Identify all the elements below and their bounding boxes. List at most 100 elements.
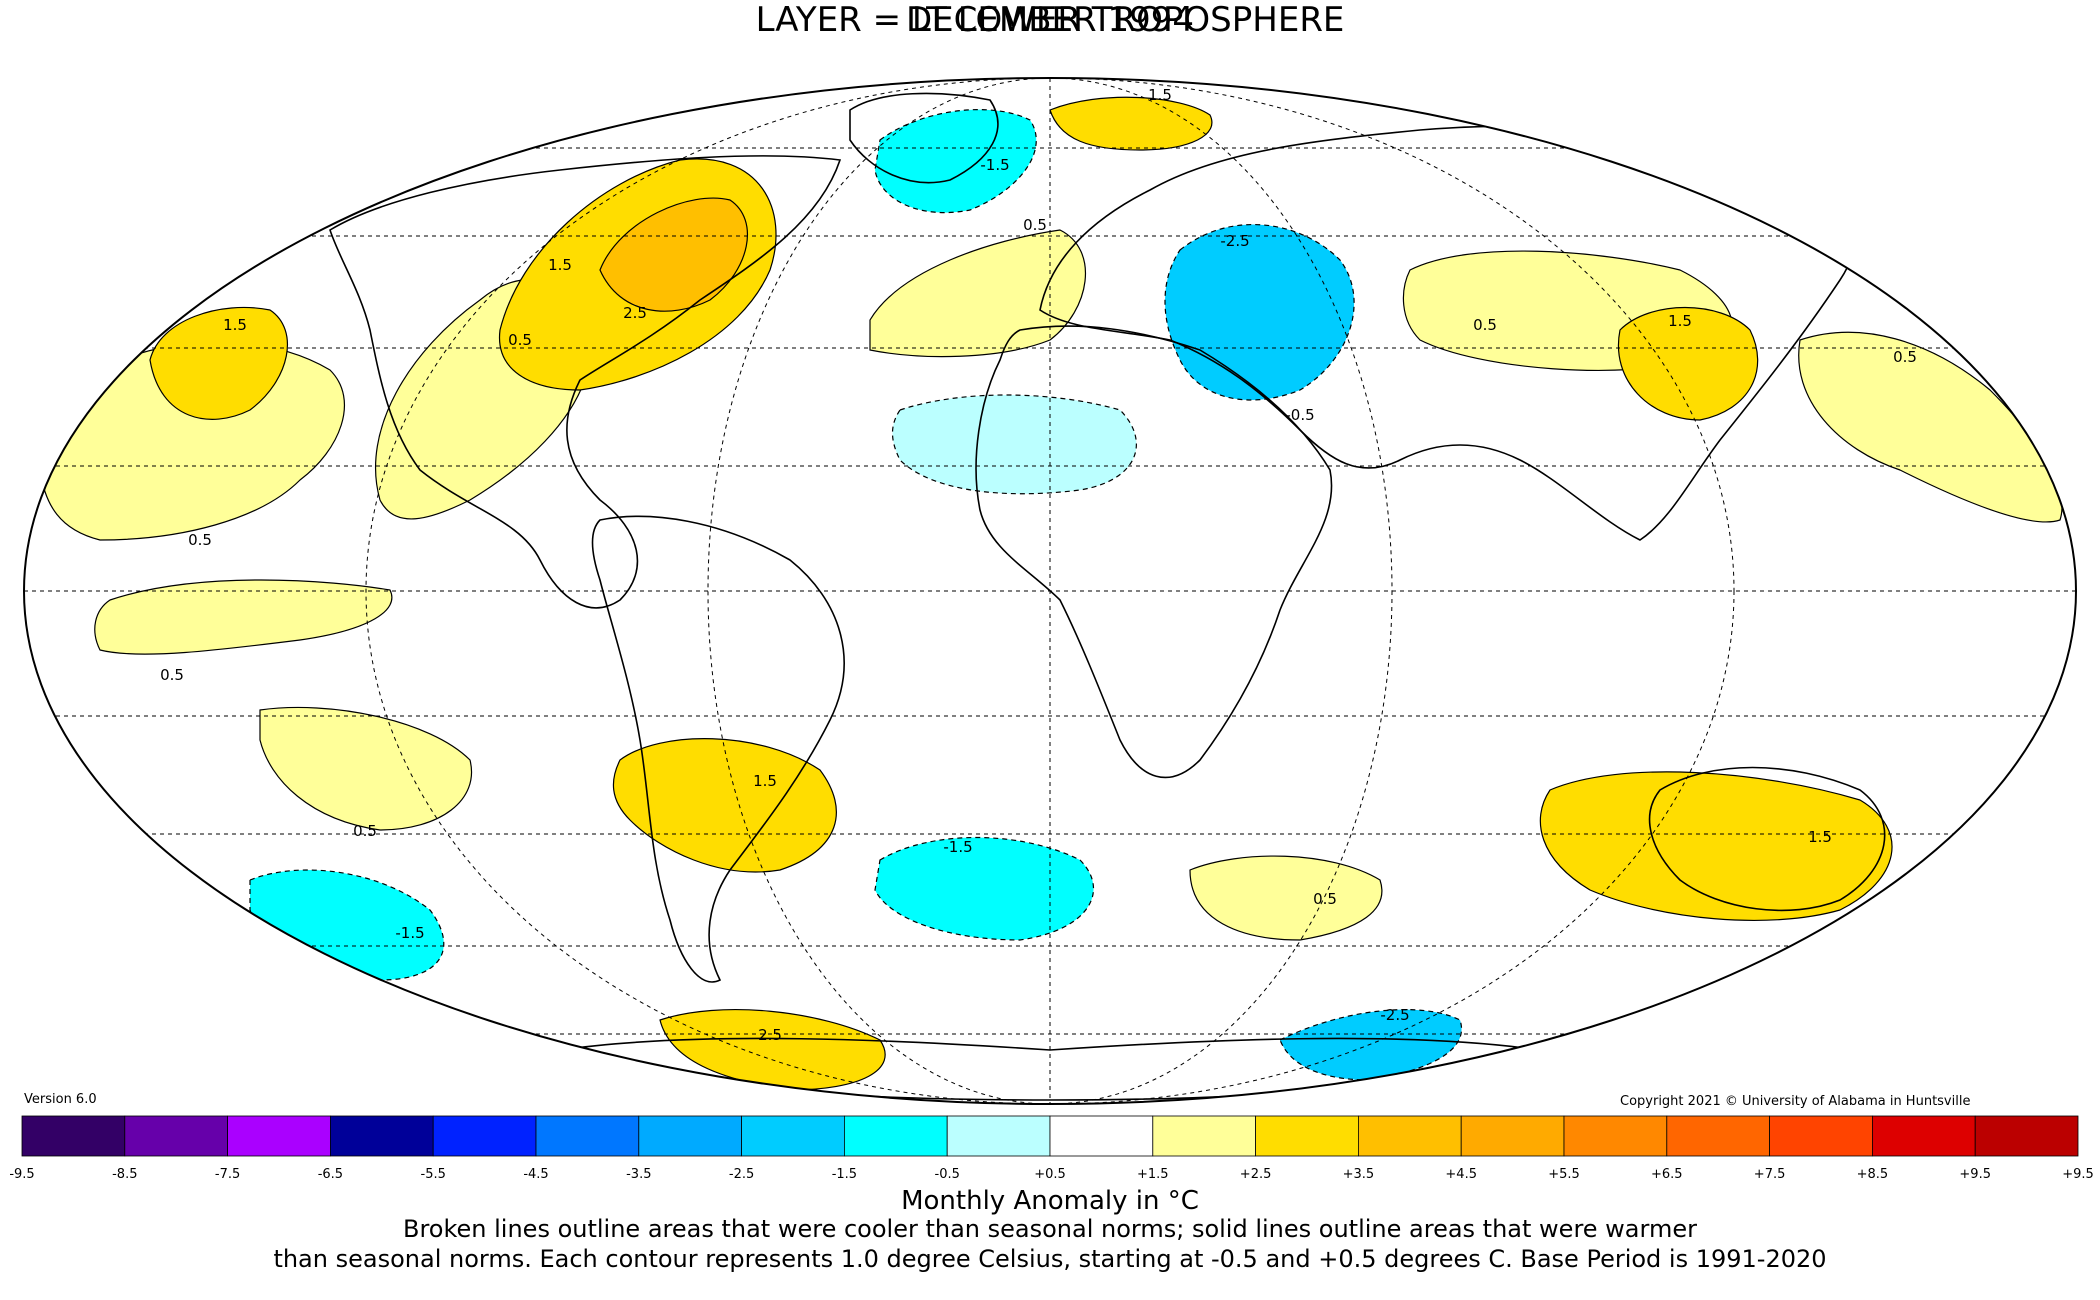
contour-label: 1.5 (223, 316, 247, 334)
contour-label: 1.5 (1668, 312, 1692, 330)
region-australia-warm (1539, 771, 1893, 922)
copyright-label: Copyright 2021 © University of Alabama i… (1620, 1094, 1971, 1109)
color-scale-bins (21, 1115, 2079, 1157)
contour-label: 0.5 (160, 666, 184, 684)
color-scale-bin (227, 1115, 331, 1157)
region-tropical-pacific-warm (94, 579, 393, 655)
color-scale-bin (1974, 1115, 2079, 1157)
color-scale-label: -6.5 (318, 1167, 343, 1182)
color-scale-bin (1152, 1115, 1257, 1157)
color-scale-label: -2.5 (729, 1167, 754, 1182)
color-scale-bin (1460, 1115, 1565, 1157)
coastlines (329, 92, 1886, 1101)
color-scale-label: -7.5 (215, 1167, 240, 1182)
color-scale-label: +1.5 (1137, 1167, 1169, 1182)
color-scale-label: +9.5 (1959, 1167, 1991, 1182)
contour-label: 1.5 (753, 772, 777, 790)
color-scale-label: +5.5 (1548, 1167, 1580, 1182)
color-scale-label: -1.5 (832, 1167, 857, 1182)
coastline (849, 92, 999, 184)
contour-label: 0.5 (1313, 890, 1337, 908)
contour-label: 2.5 (758, 1026, 782, 1044)
longitude-line (365, 78, 1735, 1104)
color-scale-label: -8.5 (112, 1167, 137, 1182)
region-north-africa-cold (891, 394, 1137, 495)
anomaly-regions (37, 96, 2063, 1091)
color-scale-label: +3.5 (1343, 1167, 1375, 1182)
version-label: Version 6.0 (24, 1092, 97, 1107)
coastline (329, 155, 842, 609)
contour-label: 1.5 (1808, 828, 1832, 846)
contour-label: 0.5 (508, 331, 532, 349)
contour-label: -0.5 (1285, 406, 1314, 424)
region-indian-ocean-warm (1189, 855, 1383, 941)
color-scale-label-end: +9.5 (2062, 1167, 2094, 1182)
region-hudson-bay-warm (599, 197, 748, 312)
color-scale-label: -5.5 (421, 1167, 446, 1182)
color-scale-bin (638, 1115, 742, 1157)
color-scale-bin (1872, 1115, 1976, 1157)
color-scale-label: -4.5 (523, 1167, 548, 1182)
contour-label: -1.5 (980, 156, 1009, 174)
contour-label: 0.5 (1893, 348, 1917, 366)
color-scale-bin (1563, 1115, 1668, 1157)
contour-label: -2.5 (1380, 1006, 1409, 1024)
color-scale-bin (329, 1115, 434, 1157)
map-clip-group (24, 78, 2076, 1104)
region-east-asia-warm (1617, 307, 1759, 421)
color-scale-bin (844, 1115, 948, 1157)
coastline (1039, 125, 1857, 541)
longitude-line (707, 78, 1393, 1104)
color-scale-bin (21, 1115, 126, 1157)
region-antarctic-indian-cold (1279, 1008, 1463, 1081)
color-scale-bin (946, 1115, 1051, 1157)
color-scale-bin (535, 1115, 640, 1157)
contour-label: -1.5 (943, 838, 972, 856)
color-scale-bin (432, 1115, 537, 1157)
color-scale-bin (1255, 1115, 1359, 1157)
region-north-pacific-warm (149, 306, 288, 420)
coastline (591, 515, 845, 983)
coastline (975, 325, 1333, 779)
map-border (23, 77, 2077, 1105)
color-scale-bin (1358, 1115, 1462, 1157)
contour-labels: 0.5 0.5 1.5 2.5 1.5 0.5 0.5 0.5 1.5 0.5 1.5 0.5 1.5 1… (160, 86, 1917, 1044)
contour-label: 0.5 (1023, 216, 1047, 234)
color-scale-bin (1769, 1115, 1873, 1157)
contour-label: 0.5 (1473, 316, 1497, 334)
title-line-2: LAYER = LT LOWER TROPOSPHERE (755, 0, 1345, 40)
color-scale-label: +4.5 (1445, 1167, 1477, 1182)
color-scale-label: +6.5 (1651, 1167, 1683, 1182)
anomaly-map: 0.5 0.5 1.5 2.5 1.5 0.5 0.5 0.5 1.5 0.5 1.5 0.5 1.5 1… (23, 77, 2077, 1105)
contour-label: 1.5 (548, 256, 572, 274)
contour-label: 0.5 (188, 531, 212, 549)
color-scale-bin (1666, 1115, 1771, 1157)
color-scale-bin (741, 1115, 845, 1157)
color-scale-bin (124, 1115, 229, 1157)
color-scale-bin (1049, 1115, 1154, 1157)
color-scale: -9.5 -8.5 -7.5 -6.5 -5.5 -4.5 -3.5 -2.5 -1.5 -0.5… (9, 1115, 2094, 1182)
coastline (1648, 766, 1886, 912)
contour-label: 0.5 (353, 822, 377, 840)
note-line-1: Broken lines outline areas that were coo… (403, 1215, 1697, 1243)
region-south-pacific-warm (259, 706, 473, 831)
contour-label: 1.5 (1148, 86, 1172, 104)
color-scale-label: +8.5 (1857, 1167, 1889, 1182)
color-scale-label: -0.5 (935, 1167, 960, 1182)
region-south-america-warm (612, 738, 837, 873)
title-line-1: DECEMBER 1994 (906, 0, 1194, 40)
contour-label: -2.5 (1220, 232, 1249, 250)
contour-label: -1.5 (395, 924, 424, 942)
color-scale-label: +0.5 (1034, 1167, 1066, 1182)
region-west-pacific-warm (1798, 331, 2063, 523)
color-scale-label: -3.5 (626, 1167, 651, 1182)
color-scale-label: +2.5 (1240, 1167, 1272, 1182)
color-scale-label: +7.5 (1754, 1167, 1786, 1182)
unit-label: Monthly Anomaly in °C (901, 1186, 1199, 1216)
region-south-atlantic-cold (874, 837, 1095, 941)
region-antarctica-warm (659, 1009, 886, 1091)
color-scale-labels: -9.5 -8.5 -7.5 -6.5 -5.5 -4.5 -3.5 -2.5 -1.5 -0.5… (9, 1167, 2093, 1182)
contour-label: 2.5 (623, 304, 647, 322)
color-scale-label: -9.5 (9, 1167, 34, 1182)
region-europe-warm (869, 229, 1086, 358)
